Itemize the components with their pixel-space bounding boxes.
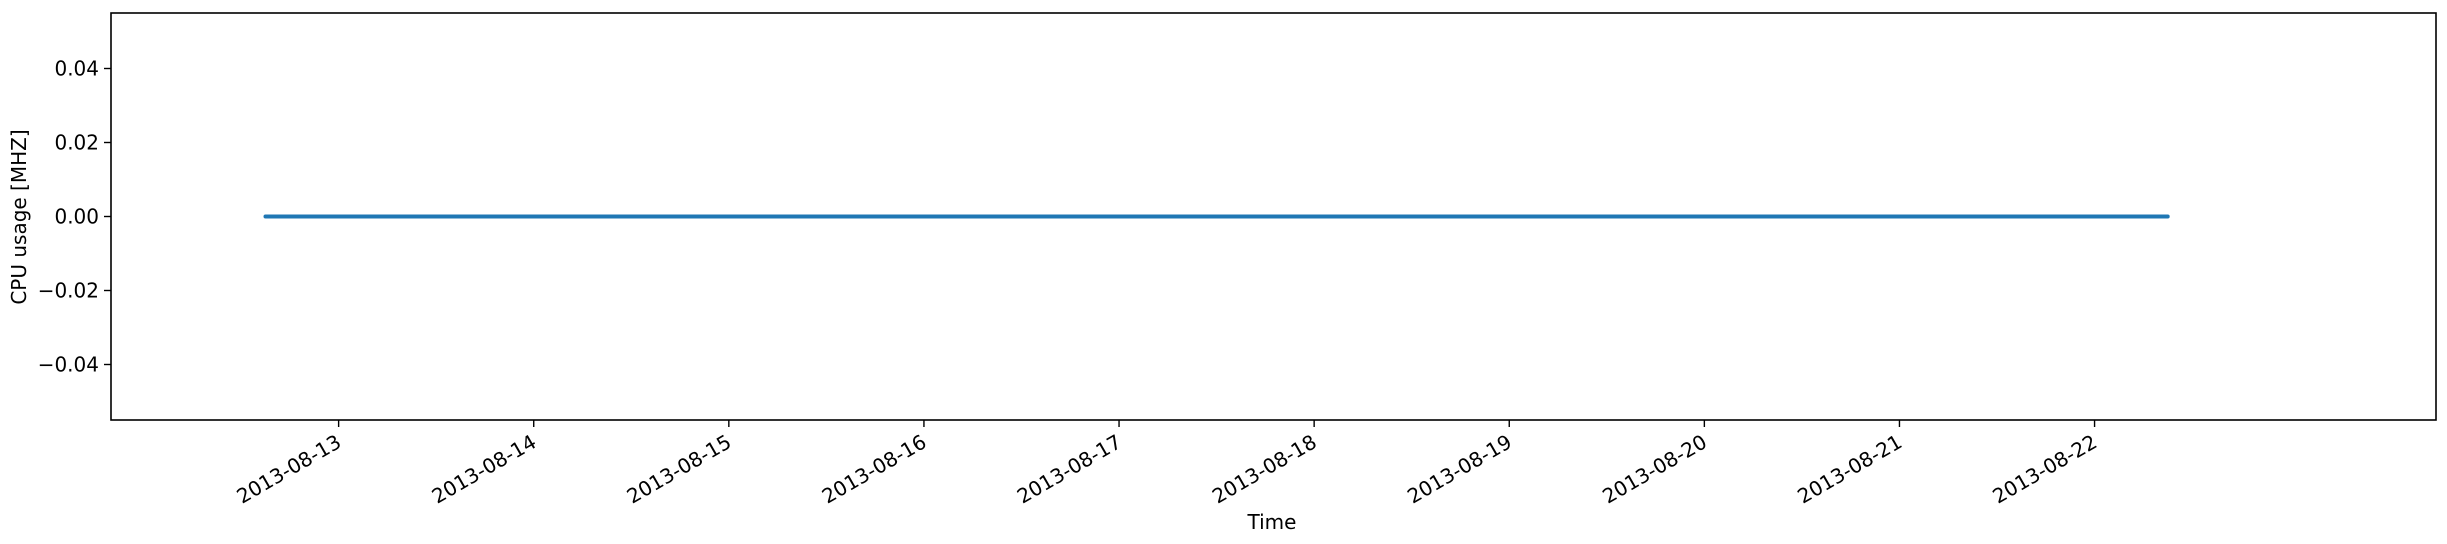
x-tick-label: 2013-08-21	[1793, 430, 1906, 509]
x-axis-title: Time	[1247, 510, 1297, 534]
y-tick-label: 0.02	[54, 131, 99, 155]
x-tick-label: 2013-08-19	[1403, 430, 1516, 509]
x-axis-ticks: 2013-08-13 2013-08-14 2013-08-15 2013-08-16…	[232, 420, 2101, 508]
y-tick-label: 0.04	[54, 57, 99, 81]
x-tick-label: 2013-08-15	[623, 430, 736, 509]
y-tick-label: −0.04	[38, 353, 99, 377]
y-axis-title: CPU usage [MHZ]	[7, 129, 31, 304]
y-tick-label: −0.02	[38, 279, 99, 303]
x-tick-label: 2013-08-22	[1988, 430, 2101, 509]
x-tick-label: 2013-08-20	[1598, 430, 1711, 509]
plot-frame	[110, 12, 2437, 421]
x-tick-label: 2013-08-17	[1013, 430, 1126, 509]
x-tick-label: 2013-08-14	[428, 430, 541, 509]
x-tick-label: 2013-08-13	[232, 430, 345, 509]
y-tick-label: 0.00	[54, 205, 99, 229]
y-axis-ticks: 0.04 0.02 0.00 −0.02 −0.04	[38, 57, 111, 377]
x-tick-label: 2013-08-18	[1208, 430, 1321, 509]
x-tick-label: 2013-08-16	[818, 430, 931, 509]
